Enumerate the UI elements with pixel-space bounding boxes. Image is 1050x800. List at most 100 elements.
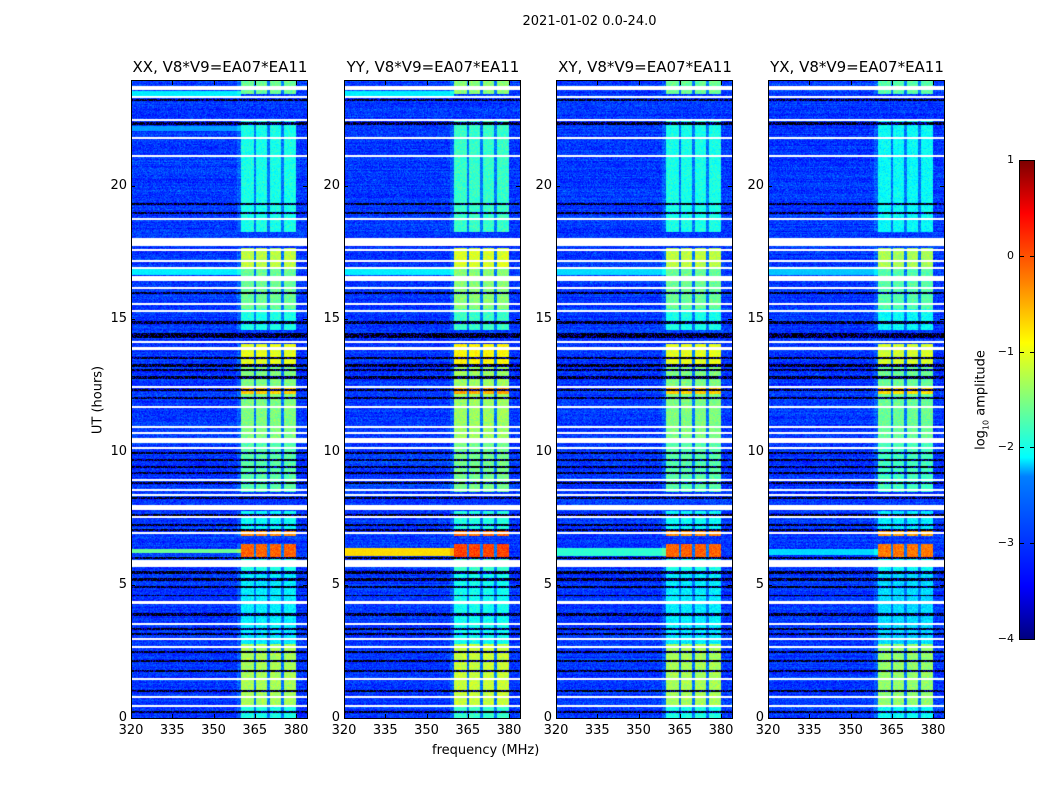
y-tick-label: 0 [118,710,127,725]
x-tick-mark [467,81,469,85]
y-tick-label: 20 [747,178,764,194]
y-tick-mark [516,319,520,321]
y-tick-mark [131,718,135,719]
colorbar-label-rest: amplitude [973,350,989,420]
y-tick-label: 5 [755,577,764,593]
y-tick-label: 10 [110,444,127,460]
y-tick-mark [768,186,772,188]
y-tick-mark [940,186,944,188]
x-tick-mark [131,81,132,85]
x-tick-mark [768,81,769,85]
x-axis-label: frequency (MHz) [432,743,540,758]
y-tick-mark [516,452,520,454]
x-tick-label: 350 [414,723,439,738]
x-tick-label: 365 [879,723,905,738]
y-tick-mark [940,585,944,587]
colorbar-tick-mark [1030,447,1034,449]
x-tick-mark [509,81,510,85]
x-tick-label: 365 [242,723,268,738]
y-tick-mark [303,585,307,587]
y-tick-mark [728,585,732,587]
y-tick-mark [728,186,732,188]
y-tick-mark [728,452,732,454]
x-tick-mark [385,81,387,85]
x-tick-mark [131,714,132,718]
y-tick-mark [556,186,560,188]
y-tick-label: 15 [535,311,552,327]
waterfall-panel [768,80,945,719]
y-tick-mark [131,319,135,321]
y-tick-label: 0 [543,710,552,725]
colorbar-tick-mark [1030,351,1034,353]
y-tick-mark [303,319,307,321]
x-tick-label: 380 [283,723,309,738]
x-tick-label: 335 [584,723,610,738]
y-tick-label: 15 [323,311,340,327]
x-tick-mark [385,714,387,718]
y-tick-mark [344,585,348,587]
x-tick-label: 380 [496,723,522,738]
x-tick-mark [344,714,345,718]
y-tick-mark [940,452,944,454]
colorbar-tick-mark [1030,639,1034,640]
colorbar-tick-mark [1030,255,1034,257]
x-tick-label: 365 [455,723,481,738]
colorbar-tick-label: −1 [997,344,1014,358]
y-tick-mark [940,319,944,321]
y-tick-mark [344,452,348,454]
y-tick-mark [768,319,772,321]
x-tick-mark [597,714,599,718]
waterfall-heatmap [132,81,307,718]
y-tick-label: 10 [323,444,340,460]
x-tick-label: 320 [755,723,781,738]
x-tick-mark [426,81,428,85]
y-tick-label: 20 [323,178,340,194]
x-tick-mark [933,714,934,718]
panel-title: YY, V8*V9=EA07*EA11 [346,58,520,76]
x-tick-label: 335 [796,723,822,738]
x-tick-mark [850,714,852,718]
x-tick-mark [426,714,428,718]
colorbar-tick-mark [1020,160,1024,161]
colorbar-tick-mark [1020,639,1024,640]
y-tick-mark [556,718,560,719]
waterfall-heatmap [345,81,520,718]
x-tick-label: 380 [708,723,734,738]
y-tick-label: 20 [535,178,552,194]
waterfall-panel [131,80,308,719]
y-tick-mark [516,718,520,719]
y-tick-label: 20 [110,178,127,194]
y-tick-mark [556,452,560,454]
x-tick-mark [809,81,811,85]
x-tick-label: 350 [838,723,863,738]
figure-suptitle: 2021-01-02 0.0-24.0 [522,14,657,29]
panel-title: XY, V8*V9=EA07*EA11 [558,58,732,76]
colorbar-tick-label: −4 [997,632,1014,645]
x-tick-mark [638,714,640,718]
colorbar-tick-mark [1020,255,1024,257]
x-tick-mark [850,81,852,85]
y-tick-label: 10 [747,444,764,460]
y-tick-mark [303,718,307,719]
x-tick-mark [721,714,722,718]
colorbar-tick-label: −2 [997,440,1014,454]
colorbar-label: log10 amplitude [974,350,991,450]
y-tick-mark [940,718,944,719]
x-tick-mark [891,714,893,718]
x-tick-mark [556,81,557,85]
x-tick-mark [213,81,215,85]
y-tick-mark [131,186,135,188]
x-tick-mark [721,81,722,85]
x-tick-mark [172,81,174,85]
y-tick-mark [768,585,772,587]
x-tick-mark [467,714,469,718]
y-tick-mark [344,186,348,188]
x-tick-mark [509,714,510,718]
y-tick-mark [344,319,348,321]
x-tick-mark [254,81,256,85]
y-tick-label: 5 [331,577,340,593]
waterfall-panel [344,80,521,719]
y-tick-mark [303,452,307,454]
x-tick-mark [809,714,811,718]
